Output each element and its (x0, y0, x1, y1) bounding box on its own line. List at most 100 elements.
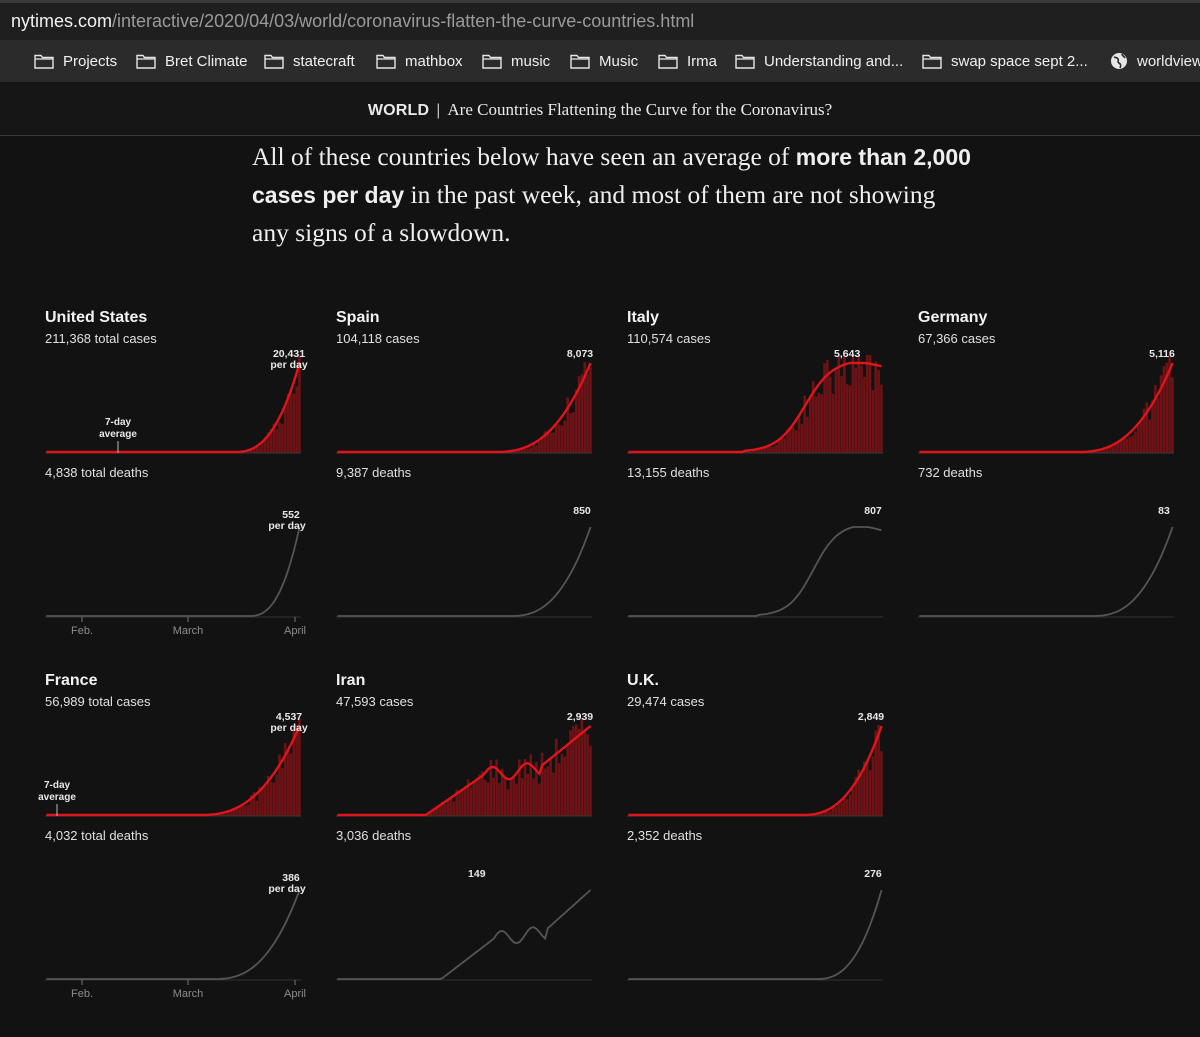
daily-cases-bar (848, 385, 852, 453)
cases-total-spain: 104,118 cases (336, 331, 420, 346)
bookmark-projects[interactable]: Projects (34, 50, 117, 72)
daily-cases-bar (441, 801, 444, 816)
daily-cases-bar (834, 369, 838, 453)
daily-cases-bar (809, 397, 812, 453)
daily-cases-bar (246, 804, 250, 816)
daily-cases-bar (857, 769, 860, 816)
cases-peak-label: 20,431 (273, 348, 305, 360)
deaths-total-germany: 732 deaths (918, 465, 983, 480)
daily-cases-bar (1165, 362, 1169, 453)
daily-cases-bar (863, 761, 866, 816)
daily-cases-bar (1128, 436, 1132, 453)
daily-cases-bar (278, 422, 281, 453)
deaths-total-united-states: 4,838 total deaths (45, 465, 149, 480)
cases-seven-day-average-line (46, 725, 301, 817)
daily-cases-bar (549, 432, 552, 453)
daily-cases-bar (537, 441, 541, 453)
bookmark-mathbox[interactable]: mathbox (376, 50, 463, 72)
daily-cases-bar (232, 808, 236, 816)
daily-cases-bar (846, 798, 849, 816)
section-link[interactable]: WORLD (367, 102, 430, 119)
folder-icon (136, 53, 165, 69)
daily-cases-bar (846, 384, 849, 453)
daily-cases-bar (452, 801, 456, 816)
daily-cases-bar (1171, 377, 1174, 453)
bookmark-swap-space-sept-2[interactable]: swap space sept 2... (922, 50, 1088, 72)
daily-cases-bar (877, 724, 880, 816)
axis-label-april: April (284, 625, 306, 637)
daily-cases-bar (295, 386, 298, 453)
daily-cases-bar (774, 444, 778, 453)
daily-cases-bar (435, 806, 439, 816)
daily-cases-bar (229, 810, 233, 816)
daily-cases-bar (509, 451, 513, 453)
bookmark-music[interactable]: music (482, 50, 550, 72)
bookmark-music[interactable]: Music (570, 50, 638, 72)
address-bar[interactable]: nytimes.com/interactive/2020/04/03/world… (0, 0, 1200, 40)
country-name-italy: Italy (627, 309, 660, 326)
daily-cases-bar (512, 451, 515, 453)
deaths-total-u-k: 2,352 deaths (627, 828, 703, 843)
daily-cases-bar (834, 807, 838, 816)
daily-cases-bar (295, 725, 298, 816)
daily-cases-bar (803, 395, 806, 453)
daily-cases-bar (755, 450, 758, 453)
daily-cases-bar (857, 355, 860, 453)
daily-cases-bar (292, 727, 296, 816)
daily-cases-bar (865, 759, 869, 816)
daily-cases-bar (763, 447, 767, 453)
country-name-spain: Spain (336, 309, 380, 326)
deaths-peak-label: 149 (468, 868, 486, 880)
bookmark-statecraft[interactable]: statecraft (264, 50, 355, 72)
daily-cases-bar (555, 738, 558, 816)
daily-cases-bar (552, 772, 555, 816)
daily-cases-bar (746, 451, 750, 453)
bookmarks-bar: Projects Bret Climate statecraft mathbox mus… (0, 40, 1200, 82)
bookmark-worldview[interactable]: worldview (1110, 50, 1200, 72)
cases-peak-label: 2,939 (567, 711, 593, 723)
daily-cases-bar (272, 423, 276, 453)
per-day-label: per day (268, 883, 306, 895)
daily-cases-bar (1148, 419, 1151, 453)
daily-cases-bar (546, 766, 550, 816)
axis-label-march: March (173, 625, 204, 637)
bookmark-irma[interactable]: Irma (658, 50, 717, 72)
daily-cases-bar (586, 374, 589, 453)
daily-cases-bar (860, 365, 863, 453)
bookmark-bret-climate[interactable]: Bret Climate (136, 50, 248, 72)
daily-cases-bar (828, 811, 832, 816)
daily-cases-bar (863, 376, 866, 453)
daily-cases-bar (1162, 366, 1166, 453)
daily-cases-bar (472, 782, 476, 816)
daily-cases-bar (1137, 424, 1140, 453)
daily-cases-bar (1108, 446, 1112, 453)
daily-cases-bar (244, 805, 247, 816)
daily-cases-bar (532, 778, 535, 816)
folder-icon (658, 53, 687, 69)
daily-cases-bar (828, 376, 832, 453)
daily-cases-bar (1100, 450, 1103, 453)
daily-cases-bar (224, 813, 227, 816)
daily-cases-bar (455, 790, 459, 816)
daily-cases-bar (1094, 451, 1097, 453)
daily-cases-bar (509, 778, 513, 816)
daily-cases-bar (854, 367, 858, 453)
daily-cases-bar (851, 788, 855, 816)
daily-cases-bar (580, 374, 584, 453)
deaths-seven-day-average-line (337, 526, 592, 617)
bookmark-understanding-and[interactable]: Understanding and... (735, 50, 903, 72)
daily-cases-bar (1156, 397, 1160, 453)
daily-cases-bar (281, 768, 284, 816)
daily-cases-bar (569, 730, 572, 816)
seven-day-label: 7-day (44, 780, 71, 791)
url-text[interactable]: nytimes.com/interactive/2020/04/03/world… (11, 11, 694, 32)
daily-cases-bar (543, 768, 547, 816)
daily-cases-bar (1117, 442, 1120, 453)
daily-cases-bar (432, 810, 436, 816)
daily-cases-bar (874, 361, 878, 453)
daily-cases-bar (283, 406, 287, 453)
axis-label-feb: Feb. (71, 625, 93, 637)
daily-cases-bar (249, 449, 253, 453)
daily-cases-bar (569, 413, 572, 453)
deaths-total-italy: 13,155 deaths (627, 465, 710, 480)
